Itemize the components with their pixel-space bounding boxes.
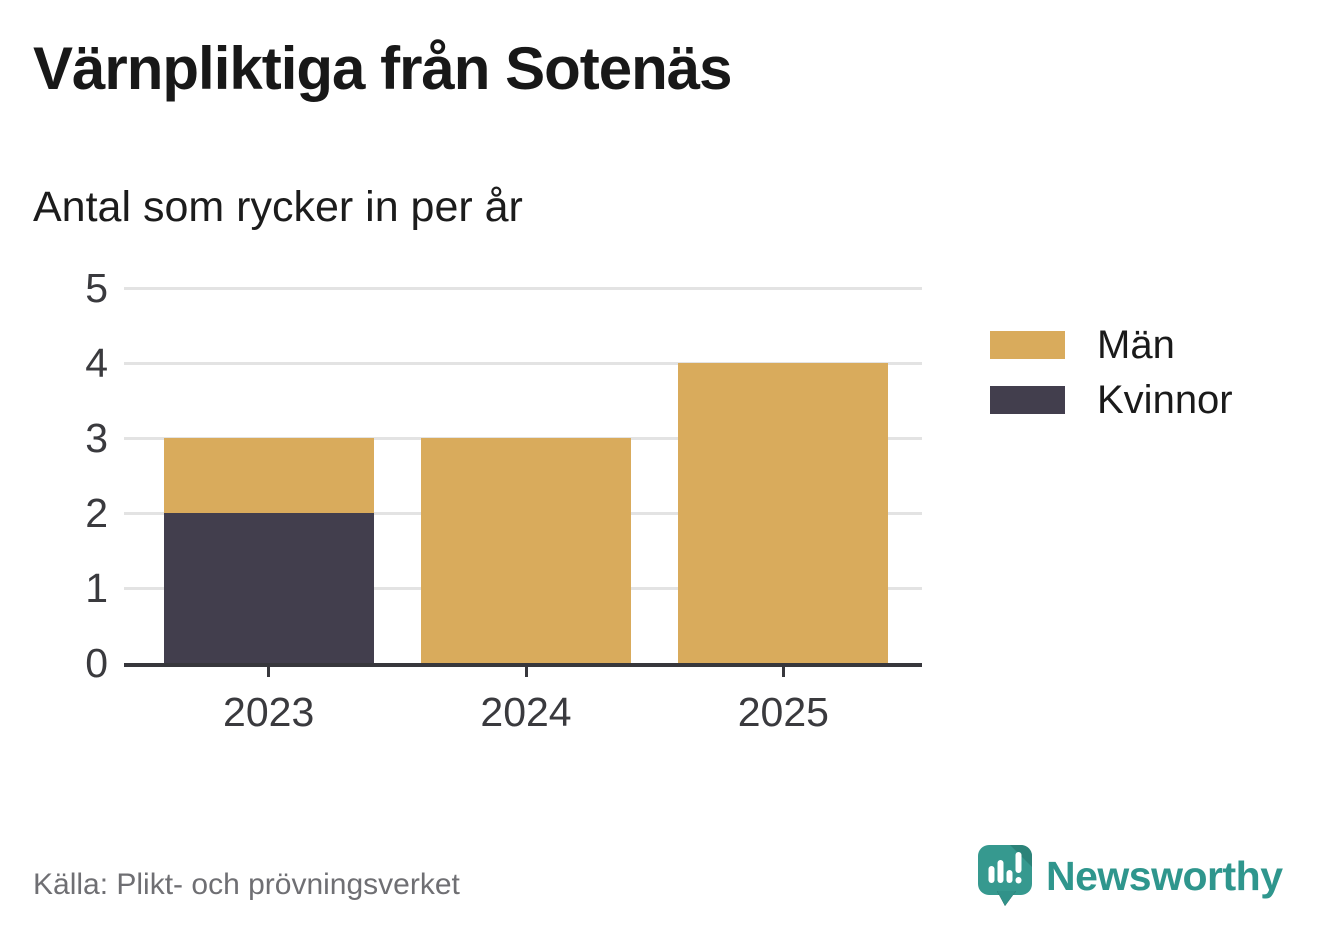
y-axis-label: 0 [85,640,108,686]
legend-swatch [990,386,1065,414]
y-axis-label: 2 [85,490,108,536]
x-axis-label: 2025 [737,689,829,735]
chart-subtitle: Antal som rycker in per år [33,183,523,231]
x-axis-label: 2024 [480,689,572,735]
x-axis-tick [781,667,785,677]
x-axis-label: 2023 [223,689,315,735]
brand-wordmark: Newsworthy [1046,852,1283,899]
y-axis-label: 3 [85,415,108,461]
x-axis-tick [267,667,271,677]
x-axis-line [124,663,922,667]
newsworthy-logo-icon [978,845,1032,906]
legend-swatch [990,331,1065,359]
bar-segment-män-2024 [421,438,631,663]
legend-item-kvinnor: Kvinnor [990,380,1233,420]
legend-label: Män [1097,323,1175,367]
bar-segment-män-2025 [678,363,889,663]
chart-title: Värnpliktiga från Sotenäs [33,35,733,102]
y-axis-label: 4 [85,340,108,386]
x-axis-tick [524,667,528,677]
brand-logo: Newsworthy [978,845,1283,907]
y-axis-label: 1 [85,565,108,611]
legend-item-män: Män [990,325,1233,365]
source-caption: Källa: Plikt- och prövningsverket [33,868,460,901]
gridline-y5 [124,286,922,290]
bar-segment-män-2023 [163,438,374,513]
bar-segment-kvinnor-2023 [163,513,374,663]
y-axis-label: 5 [85,265,108,311]
legend: Män Kvinnor [990,325,1233,420]
legend-label: Kvinnor [1097,378,1233,422]
gridline-y4 [124,361,922,365]
